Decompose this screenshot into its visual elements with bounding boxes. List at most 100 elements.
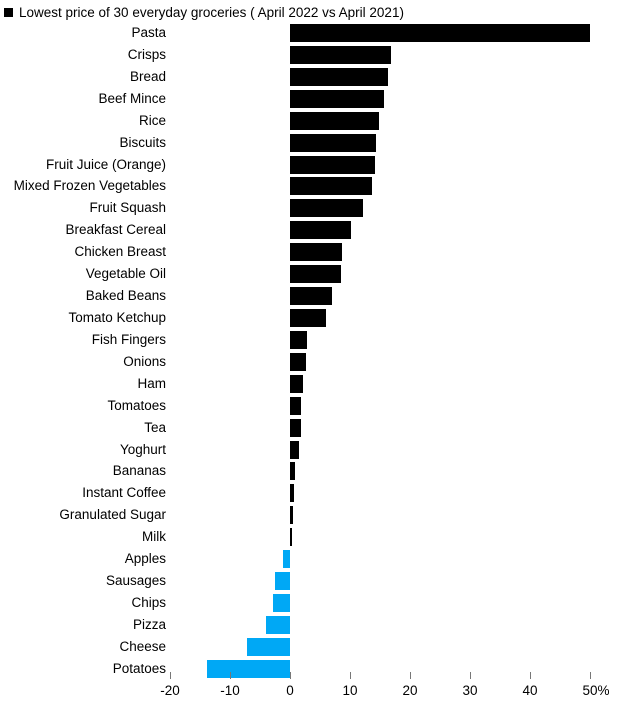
category-label: Breakfast Cereal: [65, 222, 166, 238]
category-label: Ham: [137, 375, 166, 391]
category-label: Tea: [144, 419, 166, 435]
x-axis-tick-label: 20: [402, 683, 418, 698]
bar-row: Crisps: [0, 44, 619, 66]
chart-title-row: Lowest price of 30 everyday groceries ( …: [4, 3, 404, 21]
bar-row: Bread: [0, 66, 619, 88]
bar-row: Bananas: [0, 460, 619, 482]
bar-ham: [290, 374, 303, 393]
bar-vegetable-oil: [290, 265, 341, 284]
bar-tomato-ketchup: [290, 308, 326, 327]
x-axis-tick-mark: [589, 672, 591, 679]
bar-chips: [273, 593, 290, 612]
bar-apples: [282, 550, 290, 569]
bar-row: Sausages: [0, 570, 619, 592]
bar-row: Rice: [0, 110, 619, 132]
bar-mixed-frozen-vegetables: [290, 177, 373, 196]
category-label: Chips: [131, 594, 166, 610]
bar-row: Granulated Sugar: [0, 504, 619, 526]
bar-pasta: [290, 24, 590, 42]
bar-pizza: [266, 615, 290, 634]
bar-chicken-breast: [290, 243, 343, 262]
bar-rice: [290, 111, 380, 130]
bar-breakfast-cereal: [290, 221, 352, 240]
bar-row: Yoghurt: [0, 439, 619, 461]
bar-row: Tomatoes: [0, 395, 619, 417]
category-label: Sausages: [105, 573, 166, 589]
category-label: Beef Mince: [98, 90, 166, 106]
x-axis-tick-mark: [529, 672, 531, 679]
category-label: Potatoes: [112, 660, 166, 676]
bar-row: Mixed Frozen Vegetables: [0, 175, 619, 197]
x-axis-tick-mark: [409, 672, 411, 679]
category-label: Tomato Ketchup: [68, 309, 166, 325]
bar-cheese: [246, 637, 290, 656]
bar-bread: [290, 67, 389, 86]
category-label: Mixed Frozen Vegetables: [13, 178, 166, 194]
bar-potatoes: [207, 659, 290, 678]
category-label: Onions: [123, 353, 166, 369]
x-axis: -20 -10 0 10 20 30 40 50%: [0, 672, 619, 708]
bar-row: Chicken Breast: [0, 241, 619, 263]
legend-square-icon: [4, 7, 13, 17]
category-label: Tomatoes: [107, 397, 166, 413]
category-label: Apples: [124, 551, 166, 567]
bar-row: Tea: [0, 417, 619, 439]
category-label: Crisps: [127, 46, 166, 62]
chart-title: Lowest price of 30 everyday groceries ( …: [19, 4, 404, 20]
bar-fish-fingers: [290, 330, 307, 349]
x-axis-tick-label: 0: [286, 683, 294, 698]
bar-crisps: [290, 45, 391, 64]
bar-row: Potatoes: [0, 658, 619, 680]
bar-baked-beans: [290, 287, 332, 306]
category-label: Instant Coffee: [82, 485, 166, 501]
bar-row: Onions: [0, 351, 619, 373]
bar-beef-mince: [290, 89, 384, 108]
bar-rows: Pasta Crisps Bread Beef Mince Rice Biscuits Fr…: [0, 22, 619, 680]
category-label: Chicken Breast: [74, 244, 166, 260]
bar-fruit-squash: [290, 199, 364, 218]
x-axis-tick-label: -20: [160, 683, 180, 698]
bar-biscuits: [290, 133, 377, 152]
x-axis-tick-mark: [229, 672, 231, 679]
x-axis-tick-label: -10: [220, 683, 240, 698]
category-label: Pizza: [132, 616, 166, 632]
x-axis-tick-mark: [169, 672, 171, 679]
x-axis-tick-label: 50%: [582, 683, 610, 698]
bar-row: Biscuits: [0, 132, 619, 154]
bar-row: Fish Fingers: [0, 329, 619, 351]
bar-row: Vegetable Oil: [0, 263, 619, 285]
category-label: Fruit Juice (Orange): [45, 156, 166, 172]
bar-granulated-sugar: [290, 506, 293, 525]
category-label: Yoghurt: [119, 441, 166, 457]
category-label: Bread: [129, 68, 166, 84]
bar-row: Cheese: [0, 636, 619, 658]
category-label: Milk: [142, 529, 166, 545]
bar-row: Breakfast Cereal: [0, 219, 619, 241]
bar-row: Fruit Squash: [0, 197, 619, 219]
x-axis-tick-mark: [349, 672, 351, 679]
category-label: Bananas: [112, 463, 166, 479]
x-axis-tick-mark: [289, 672, 291, 679]
category-label: Cheese: [119, 638, 166, 654]
category-label: Biscuits: [119, 134, 166, 150]
bar-row: Instant Coffee: [0, 482, 619, 504]
bar-row: Milk: [0, 526, 619, 548]
bar-sausages: [275, 572, 290, 591]
bar-row: Pasta: [0, 22, 619, 44]
bar-row: Chips: [0, 592, 619, 614]
bar-fruit-juice-orange: [290, 155, 376, 174]
category-label: Baked Beans: [85, 288, 166, 304]
x-axis-tick-label: 30: [462, 683, 478, 698]
category-label: Pasta: [131, 25, 166, 40]
category-label: Granulated Sugar: [59, 507, 166, 523]
category-label: Rice: [138, 112, 166, 128]
bar-row: Baked Beans: [0, 285, 619, 307]
bar-row: Beef Mince: [0, 88, 619, 110]
bar-tomatoes: [290, 396, 302, 415]
bar-row: Pizza: [0, 614, 619, 636]
bar-row: Tomato Ketchup: [0, 307, 619, 329]
category-label: Vegetable Oil: [85, 266, 166, 282]
x-axis-tick-label: 40: [522, 683, 538, 698]
bar-bananas: [290, 462, 295, 481]
